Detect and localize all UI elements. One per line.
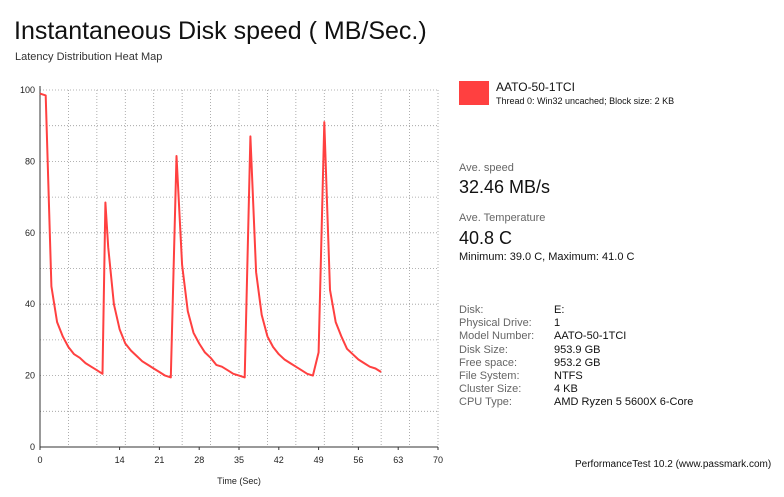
- chart-series: [39, 92, 382, 379]
- x-tick-label: 42: [274, 455, 284, 465]
- average-speed-value: 32.46 MB/s: [459, 177, 551, 197]
- info-key: File System:: [459, 370, 520, 383]
- y-tick-label: 60: [25, 228, 35, 238]
- info-key: Physical Drive:: [459, 317, 532, 330]
- y-tick-label: 80: [25, 156, 35, 166]
- chart-axes: [39, 86, 438, 448]
- disk-info-table: Disk: E: Physical Drive: 1 Model Number: AA…: [459, 304, 693, 410]
- info-key: Free space:: [459, 356, 518, 369]
- disk-info-row: Physical Drive: 1: [459, 317, 693, 330]
- legend-swatch: [459, 81, 489, 105]
- footer-credit: PerformanceTest 10.2 (www.passmark.com): [575, 459, 772, 470]
- x-tick-label: 21: [154, 455, 164, 465]
- y-tick-label: 100: [20, 85, 35, 95]
- disk-info-row: Disk Size: 953.9 GB: [459, 344, 693, 357]
- x-tick-label: 35: [234, 455, 244, 465]
- disk-info-row: CPU Type: AMD Ryzen 5 5600X 6-Core: [459, 396, 693, 409]
- disk-info-row: Free space: 953.2 GB: [459, 357, 693, 370]
- info-value: 953.9 GB: [554, 343, 601, 356]
- average-speed-label: Ave. speed: [459, 162, 514, 174]
- chart-grid: [40, 89, 439, 447]
- info-value: AATO-50-1TCI: [554, 330, 627, 343]
- info-value: 953.2 GB: [554, 356, 601, 369]
- average-temperature-value: 40.8 C: [459, 228, 513, 248]
- x-axis-label: Time (Sec): [217, 476, 261, 486]
- disk-info-row: Cluster Size: 4 KB: [459, 383, 693, 396]
- y-tick-label: 20: [25, 371, 35, 381]
- info-key: Disk:: [459, 304, 484, 316]
- info-key: Cluster Size:: [459, 383, 522, 396]
- info-value: AMD Ryzen 5 5600X 6-Core: [554, 396, 694, 409]
- info-value: NTFS: [554, 370, 583, 383]
- y-tick-label: 0: [30, 442, 35, 452]
- legend-series-description: Thread 0: Win32 uncached; Block size: 2 …: [496, 96, 675, 106]
- disk-info-row: Model Number: AATO-50-1TCI: [459, 330, 693, 343]
- temperature-range: Minimum: 39.0 C, Maximum: 41.0 C: [459, 251, 635, 263]
- chart-subtitle: Latency Distribution Heat Map: [15, 51, 163, 63]
- info-value: 1: [554, 317, 561, 330]
- average-temperature-label: Ave. Temperature: [459, 212, 546, 224]
- info-key: Disk Size:: [459, 343, 508, 356]
- legend-series-name: AATO-50-1TCI: [496, 80, 575, 94]
- disk-info-row: File System: NTFS: [459, 370, 693, 383]
- chart-ticks: 0 14 21 28 35 42 49 56 63 70 0 20 40 60 80 100: [20, 85, 443, 465]
- disk-info-row: Disk: E:: [459, 304, 693, 317]
- info-key: Model Number:: [459, 330, 535, 343]
- info-key: CPU Type:: [459, 396, 512, 409]
- x-tick-label: 49: [314, 455, 324, 465]
- x-tick-label: 28: [194, 455, 204, 465]
- info-value: 4 KB: [554, 383, 578, 396]
- x-tick-label: 63: [393, 455, 403, 465]
- x-tick-label: 70: [433, 455, 443, 465]
- info-value: E:: [554, 304, 565, 316]
- series-line: [39, 92, 382, 379]
- chart-title: Instantaneous Disk speed ( MB/Sec.): [14, 17, 427, 45]
- x-tick-label: 14: [115, 455, 125, 465]
- y-tick-label: 40: [25, 299, 35, 309]
- x-tick-label: 56: [353, 455, 363, 465]
- x-tick-label: 0: [37, 455, 42, 465]
